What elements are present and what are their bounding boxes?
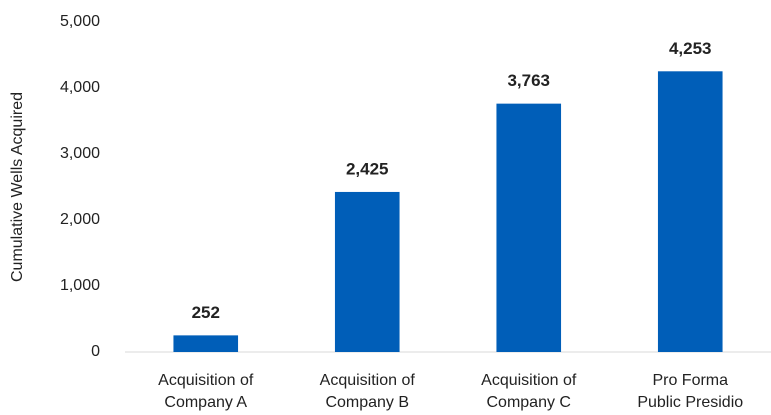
y-tick-label: 4,000	[60, 79, 100, 96]
value-label: 252	[192, 303, 220, 322]
x-tick-label: Public Presidio	[637, 394, 743, 411]
value-label: 2,425	[346, 159, 389, 178]
x-tick-label: Company A	[164, 394, 247, 411]
y-tick-label: 3,000	[60, 145, 100, 162]
value-label: 3,763	[507, 71, 550, 90]
x-tick-label: Acquisition of	[320, 372, 416, 389]
y-tick-label: 1,000	[60, 277, 100, 294]
bar	[173, 335, 239, 352]
y-tick-label: 5,000	[60, 13, 100, 30]
x-tick-label: Acquisition of	[158, 372, 254, 389]
x-tick-label: Company C	[487, 394, 571, 411]
y-axis-title: Cumulative Wells Acquired	[9, 92, 26, 282]
y-tick-label: 0	[91, 343, 100, 360]
x-tick-label: Acquisition of	[481, 372, 577, 389]
bar	[334, 191, 400, 352]
bar	[657, 71, 723, 352]
x-tick-label: Pro Forma	[652, 372, 728, 389]
value-label: 4,253	[669, 39, 712, 58]
bar	[496, 103, 562, 352]
x-tick-label: Company B	[325, 394, 409, 411]
y-tick-label: 2,000	[60, 211, 100, 228]
